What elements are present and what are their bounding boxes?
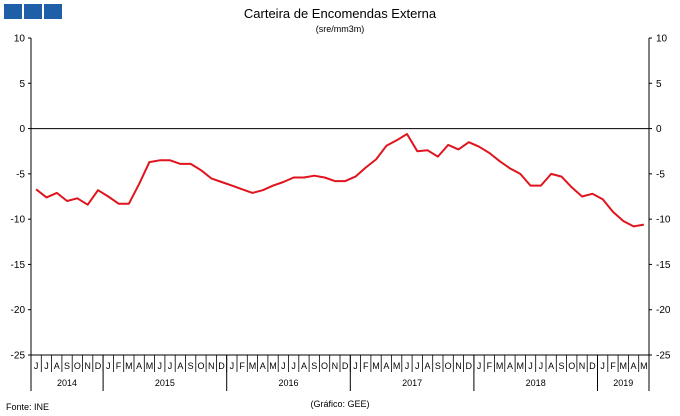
month-label: S <box>435 361 441 371</box>
month-label: N <box>455 361 462 371</box>
month-label: A <box>54 361 60 371</box>
month-label: M <box>125 361 133 371</box>
month-label: F <box>116 361 122 371</box>
chart-subtitle: (sre/mm3m) <box>315 24 365 34</box>
month-label: M <box>620 361 628 371</box>
month-label: F <box>610 361 616 371</box>
y-tick-label-left: -20 <box>11 305 26 316</box>
year-label: 2017 <box>402 378 422 388</box>
month-label: S <box>311 361 317 371</box>
y-tick-label-right: -20 <box>656 305 671 316</box>
logo <box>4 4 62 19</box>
month-label: J <box>415 361 420 371</box>
month-label: J <box>405 361 410 371</box>
month-label: N <box>332 361 339 371</box>
year-label: 2015 <box>155 378 175 388</box>
month-label: F <box>487 361 493 371</box>
month-label: J <box>168 361 173 371</box>
month-label: D <box>589 361 596 371</box>
month-label: A <box>301 361 307 371</box>
month-label: A <box>136 361 142 371</box>
y-tick-label-right: -15 <box>656 260 671 271</box>
month-label: S <box>558 361 564 371</box>
month-label: J <box>539 361 544 371</box>
year-label: 2014 <box>57 378 77 388</box>
year-label: 2018 <box>526 378 546 388</box>
month-label: J <box>353 361 358 371</box>
month-label: D <box>95 361 102 371</box>
y-tick-label-right: -25 <box>656 351 671 362</box>
logo-square <box>44 4 62 19</box>
y-tick-label-left: -15 <box>11 260 26 271</box>
series-layer <box>35 133 645 228</box>
month-label: N <box>579 361 586 371</box>
month-label: N <box>84 361 91 371</box>
month-label: O <box>321 361 328 371</box>
month-label: O <box>197 361 204 371</box>
y-tick-label-left: 10 <box>14 34 26 45</box>
y-tick-label-right: -5 <box>656 169 665 180</box>
y-tick-label-left: -25 <box>11 351 26 362</box>
chart-axes <box>30 38 650 391</box>
month-label: S <box>188 361 194 371</box>
month-label: J <box>158 361 163 371</box>
month-label: J <box>230 361 235 371</box>
month-label: D <box>466 361 473 371</box>
y-tick-label-right: 10 <box>656 34 668 45</box>
month-label: O <box>74 361 81 371</box>
month-label: A <box>507 361 513 371</box>
month-label: A <box>548 361 554 371</box>
month-label: J <box>106 361 111 371</box>
month-label: F <box>363 361 369 371</box>
month-label: M <box>517 361 525 371</box>
year-label: 2019 <box>613 378 633 388</box>
month-label: M <box>146 361 154 371</box>
month-label: J <box>44 361 49 371</box>
month-label: A <box>425 361 431 371</box>
logo-square <box>4 4 22 19</box>
y-tick-label-left: -10 <box>11 215 26 226</box>
month-label: O <box>445 361 452 371</box>
month-label: M <box>393 361 401 371</box>
month-label: J <box>528 361 533 371</box>
chart-ticks: 10 10 5 5 0 0 -5 -5 -10 -10 -15 -15 -20 -20 -25 -25 <box>11 34 671 362</box>
month-label: O <box>568 361 575 371</box>
y-tick-label-left: -5 <box>16 169 25 180</box>
month-label: S <box>64 361 70 371</box>
month-label: D <box>218 361 225 371</box>
month-label: M <box>496 361 504 371</box>
month-label: J <box>281 361 286 371</box>
credit-note: (Gráfico: GEE) <box>310 399 370 409</box>
month-label: N <box>208 361 215 371</box>
month-label: J <box>600 361 605 371</box>
month-label: A <box>383 361 389 371</box>
month-label: F <box>239 361 245 371</box>
series-line <box>35 133 645 228</box>
month-label: J <box>477 361 482 371</box>
y-tick-label-right: 5 <box>656 79 662 90</box>
y-tick-label-left: 5 <box>19 79 25 90</box>
source-note: Fonte: INE <box>6 402 50 412</box>
month-label: A <box>260 361 266 371</box>
month-label: M <box>372 361 380 371</box>
month-label: M <box>640 361 648 371</box>
y-tick-label-right: -10 <box>656 215 671 226</box>
month-label: J <box>34 361 39 371</box>
month-label: J <box>291 361 296 371</box>
chart-title: Carteira de Encomendas Externa <box>243 6 437 21</box>
month-label: M <box>249 361 257 371</box>
month-label: D <box>342 361 349 371</box>
month-label: A <box>631 361 637 371</box>
month-label: M <box>269 361 277 371</box>
year-label: 2016 <box>278 378 298 388</box>
y-tick-label-right: 0 <box>656 124 662 135</box>
y-tick-label-left: 0 <box>19 124 25 135</box>
month-label: A <box>177 361 183 371</box>
logo-square <box>24 4 42 19</box>
